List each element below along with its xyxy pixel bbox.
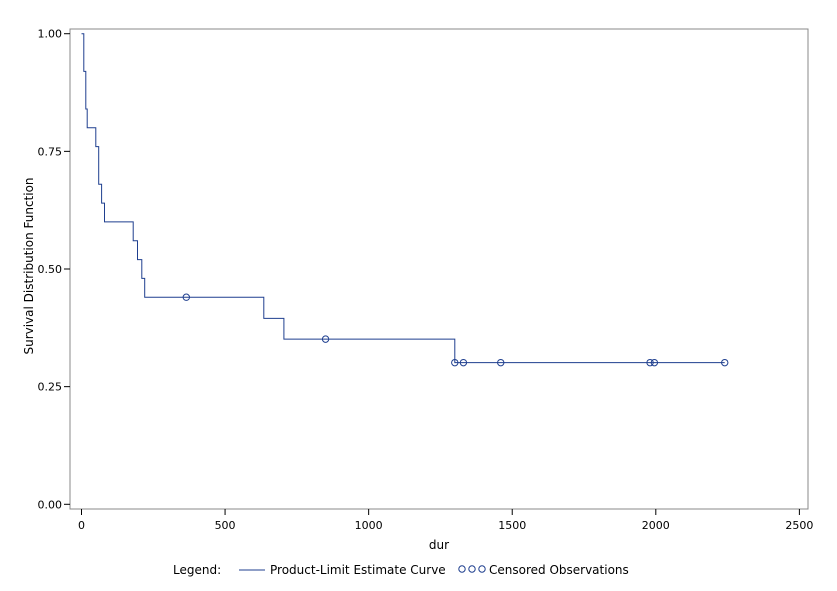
x-tick-label: 2500 bbox=[785, 519, 813, 532]
x-tick-label: 0 bbox=[78, 519, 85, 532]
y-tick-label: 0.50 bbox=[38, 263, 63, 276]
x-axis: 0 500 1000 1500 2000 2500 bbox=[78, 509, 813, 532]
x-tick-label: 2000 bbox=[642, 519, 670, 532]
plot-area bbox=[81, 33, 729, 367]
y-axis: 0.00 0.25 0.50 0.75 1.00 bbox=[38, 28, 70, 511]
plot-frame bbox=[69, 28, 809, 510]
censored-marker bbox=[321, 335, 330, 343]
x-tick-label: 1500 bbox=[498, 519, 526, 532]
legend-marker-circle bbox=[468, 565, 476, 573]
y-tick-label: 0.75 bbox=[38, 145, 63, 158]
legend-entry-curve: Product-Limit Estimate Curve bbox=[270, 563, 446, 577]
y-tick-label: 0.00 bbox=[38, 498, 63, 511]
censored-marker bbox=[459, 358, 468, 367]
x-tick-label: 1000 bbox=[355, 519, 383, 532]
y-tick-label: 1.00 bbox=[38, 28, 63, 41]
censored-marker bbox=[646, 358, 654, 367]
censored-marker bbox=[721, 358, 729, 367]
legend-marker-circle bbox=[478, 565, 486, 573]
y-axis-title: Survival Distribution Function bbox=[22, 177, 36, 354]
legend-marker-swatch bbox=[458, 565, 486, 573]
censored-marker bbox=[650, 358, 659, 367]
legend-marker-circle bbox=[458, 565, 466, 573]
legend-entry-censored: Censored Observations bbox=[489, 563, 629, 577]
x-tick-label: 500 bbox=[215, 519, 236, 532]
censored-marker bbox=[497, 358, 505, 367]
survival-curve bbox=[81, 33, 725, 364]
censored-marker bbox=[451, 358, 459, 367]
censored-marker bbox=[182, 293, 190, 301]
y-tick-label: 0.25 bbox=[38, 381, 63, 394]
legend-label: Legend: bbox=[173, 563, 221, 577]
legend: Legend: Product-Limit Estimate Curve Cen… bbox=[173, 563, 629, 577]
x-axis-title: dur bbox=[429, 538, 449, 552]
